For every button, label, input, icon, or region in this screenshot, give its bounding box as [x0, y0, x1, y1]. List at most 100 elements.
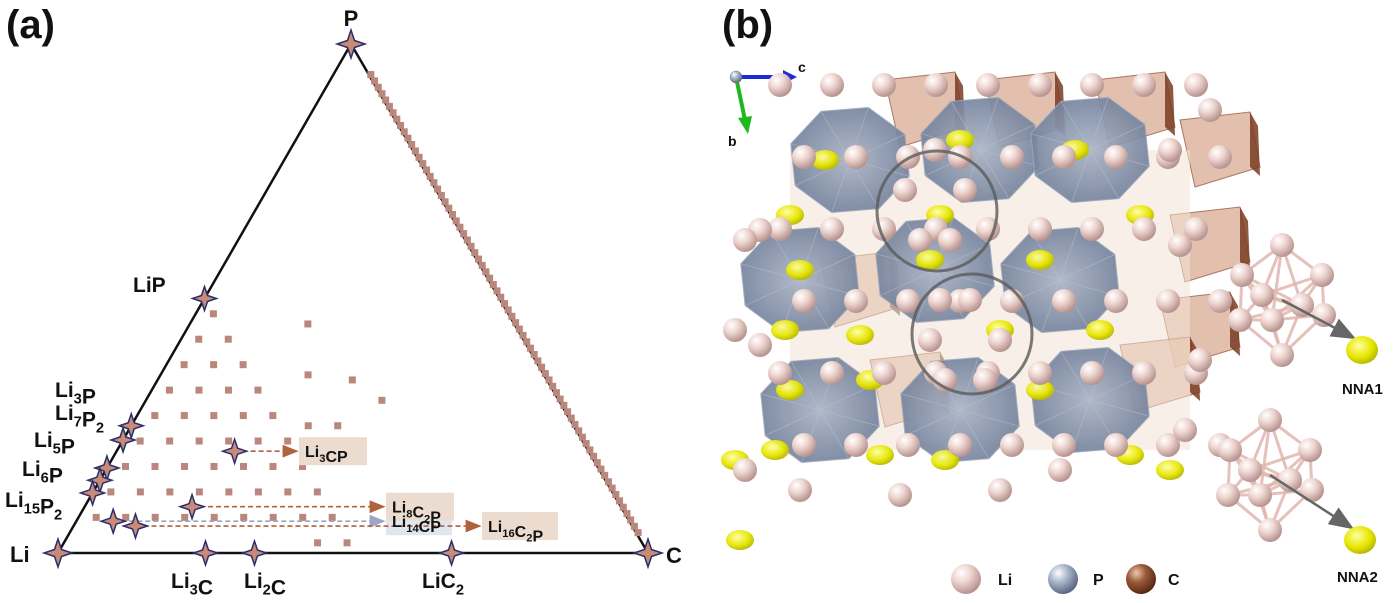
candidate-point — [239, 412, 247, 420]
panel-label-b: (b) — [722, 3, 773, 47]
candidate-point — [328, 513, 336, 521]
candidate-point — [136, 488, 144, 496]
axis-label-c: c — [798, 59, 806, 75]
cluster-li-atom — [1278, 468, 1302, 492]
li-atom — [958, 288, 982, 312]
candidate-point — [578, 433, 586, 441]
compound-star-2 — [108, 425, 138, 455]
candidate-point — [430, 179, 438, 187]
compound-box-1 — [482, 512, 558, 541]
candidate-point — [411, 147, 419, 155]
candidate-point — [400, 128, 408, 136]
candidate-point — [180, 412, 188, 420]
candidate-point — [269, 513, 277, 521]
candidate-point — [385, 102, 393, 110]
cluster-li-atom — [1258, 518, 1282, 542]
nna-blob — [916, 250, 944, 270]
li-atom — [908, 228, 932, 252]
candidate-point — [314, 539, 322, 547]
li-atom — [768, 217, 792, 241]
candidate-point — [612, 490, 620, 498]
candidate-point — [225, 488, 233, 496]
candidate-point — [497, 293, 505, 301]
candidate-point — [460, 230, 468, 238]
candidate-point — [254, 386, 262, 394]
compound-star-0 — [190, 284, 219, 313]
candidate-point — [582, 440, 590, 448]
candidate-point — [616, 497, 624, 505]
legend-c-label: C — [1168, 572, 1180, 589]
candidate-point — [541, 370, 549, 378]
candidate-point — [210, 412, 218, 420]
candidate-point — [122, 513, 130, 521]
cluster-li-atom — [1238, 458, 1262, 482]
cluster-li-atom — [1228, 308, 1252, 332]
li-atom — [1080, 217, 1104, 241]
li-atom — [1188, 348, 1212, 372]
li-atom — [948, 433, 972, 457]
candidate-point — [627, 516, 635, 524]
candidate-point — [504, 306, 512, 314]
candidate-point — [567, 414, 575, 422]
candidate-point — [304, 320, 312, 328]
nna-blob — [846, 325, 874, 345]
cluster-label-nna2: NNA2 — [1337, 569, 1378, 586]
candidate-point — [374, 83, 382, 91]
li-atom — [1158, 138, 1182, 162]
candidate-point — [210, 361, 218, 369]
compound-star-5 — [78, 478, 107, 508]
li-atom — [1184, 73, 1208, 97]
li-atom — [872, 73, 896, 97]
li-atom — [888, 483, 912, 507]
candidate-point — [500, 300, 508, 308]
nna-blob — [1026, 380, 1054, 400]
candidate-point — [519, 331, 527, 339]
triangle-outline — [55, 41, 651, 555]
nna-blob — [866, 445, 894, 465]
li-atom — [953, 178, 977, 202]
candidate-point — [181, 462, 189, 470]
li-atom — [1173, 418, 1197, 442]
highlight-ring-2 — [910, 272, 1034, 396]
compound-star-6 — [191, 538, 220, 568]
candidate-point — [304, 371, 312, 379]
candidate-point — [434, 185, 442, 193]
cluster-li-atom — [1260, 308, 1284, 332]
candidate-point — [299, 462, 307, 470]
candidate-point — [284, 437, 292, 445]
vertex-star-top — [334, 27, 368, 61]
cluster-arrow — [1281, 298, 1357, 340]
candidate-point — [269, 412, 277, 420]
li-atom — [928, 288, 952, 312]
cluster-label-nna1: NNA1 — [1342, 381, 1383, 398]
candidate-point — [463, 236, 471, 244]
axis-label-b: b — [728, 133, 737, 149]
candidate-point — [107, 488, 115, 496]
candidate-point — [452, 217, 460, 225]
candidate-point — [371, 77, 379, 85]
candidate-point — [456, 223, 464, 231]
candidate-point — [575, 427, 583, 435]
li-atom — [768, 73, 792, 97]
cluster-arrow — [1269, 473, 1355, 530]
li-atom — [1184, 217, 1208, 241]
candidate-point — [530, 350, 538, 358]
li-atom — [1132, 73, 1156, 97]
li-atom — [896, 289, 920, 313]
li-atom — [1168, 233, 1192, 257]
candidate-point — [534, 357, 542, 365]
cluster-li-atom — [1248, 483, 1272, 507]
candidate-point — [486, 274, 494, 282]
candidate-point — [415, 153, 423, 161]
c-polyhedron-side — [1250, 112, 1260, 176]
li-atom — [1052, 289, 1076, 313]
li-atoms-layer — [723, 73, 1232, 507]
cluster-li-atom — [1298, 438, 1322, 462]
cluster-li-atom — [1250, 283, 1274, 307]
nna-blob — [811, 150, 839, 170]
li-atom — [1208, 145, 1232, 169]
candidate-point — [166, 437, 174, 445]
panel-label-a: (a) — [6, 3, 55, 47]
candidate-point — [343, 539, 351, 547]
